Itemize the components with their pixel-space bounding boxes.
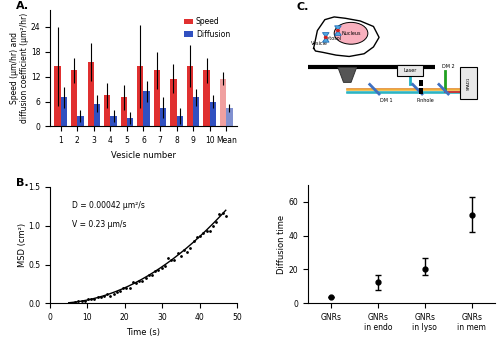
- Bar: [61, 97, 67, 126]
- FancyBboxPatch shape: [460, 67, 477, 99]
- Bar: [176, 116, 183, 126]
- Y-axis label: Speed (μm/hr) and
diffusion coefficient (μm²/hr): Speed (μm/hr) and diffusion coefficient …: [10, 13, 29, 123]
- Bar: [193, 97, 200, 126]
- Text: DM 2: DM 2: [442, 64, 454, 69]
- Polygon shape: [338, 67, 356, 82]
- X-axis label: Time (s): Time (s): [126, 328, 160, 337]
- Bar: [144, 91, 150, 126]
- Bar: [94, 103, 100, 126]
- Bar: [420, 88, 422, 94]
- Text: Nucleus: Nucleus: [342, 31, 361, 36]
- Text: Laser: Laser: [403, 68, 416, 73]
- Text: V = 0.23 μm/s: V = 0.23 μm/s: [72, 219, 127, 228]
- Bar: [110, 116, 116, 126]
- Bar: [187, 66, 193, 126]
- Bar: [154, 70, 160, 126]
- Circle shape: [324, 36, 327, 38]
- Text: DM 1: DM 1: [380, 98, 393, 103]
- Bar: [220, 79, 226, 126]
- FancyBboxPatch shape: [397, 65, 423, 76]
- Circle shape: [336, 30, 339, 32]
- Text: Cytosol: Cytosol: [324, 36, 342, 41]
- Text: C.: C.: [297, 2, 309, 12]
- Polygon shape: [334, 31, 342, 35]
- Bar: [210, 101, 216, 126]
- Bar: [420, 80, 422, 86]
- Bar: [127, 118, 133, 126]
- Bar: [170, 79, 176, 126]
- Y-axis label: MSD (cm²): MSD (cm²): [18, 223, 27, 267]
- Polygon shape: [322, 37, 329, 42]
- Polygon shape: [334, 26, 342, 31]
- Text: Vesicle: Vesicle: [311, 41, 328, 46]
- Ellipse shape: [334, 22, 368, 44]
- Bar: [104, 95, 110, 126]
- Bar: [160, 108, 166, 126]
- Bar: [78, 116, 84, 126]
- Polygon shape: [322, 33, 329, 37]
- Legend: Speed, Diffusion: Speed, Diffusion: [180, 14, 233, 42]
- X-axis label: Vesicle number: Vesicle number: [111, 151, 176, 160]
- Text: SPAD1: SPAD1: [467, 76, 471, 90]
- Bar: [137, 66, 143, 126]
- Bar: [88, 62, 94, 126]
- Text: B.: B.: [16, 178, 29, 188]
- Bar: [204, 70, 210, 126]
- Bar: [71, 70, 78, 126]
- Bar: [54, 66, 61, 126]
- Bar: [226, 108, 232, 126]
- Y-axis label: Diffusion time: Diffusion time: [277, 214, 286, 274]
- Text: D = 0.00042 μm²/s: D = 0.00042 μm²/s: [72, 201, 146, 210]
- Text: A.: A.: [16, 1, 30, 11]
- Text: Pinhole: Pinhole: [417, 98, 434, 103]
- Bar: [120, 97, 127, 126]
